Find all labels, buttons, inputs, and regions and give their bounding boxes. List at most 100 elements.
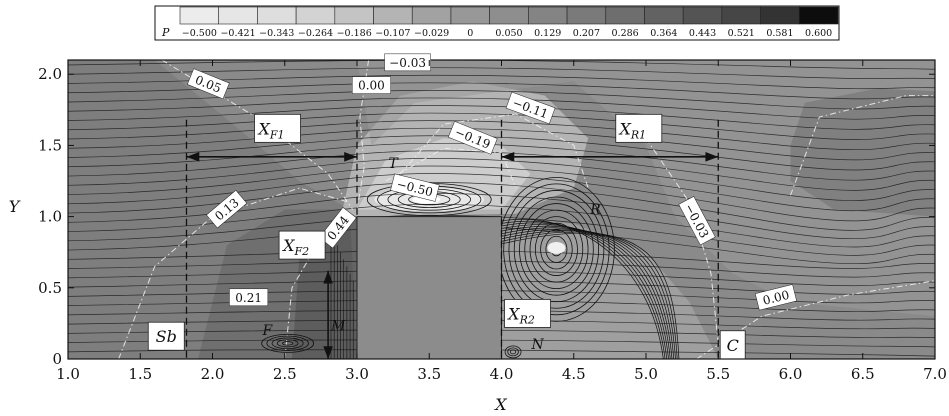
colorbar-swatch [760, 6, 800, 25]
vortex-R [513, 196, 599, 303]
field-region [357, 60, 935, 317]
contour-label: −0.11 [505, 91, 556, 125]
contour-label-text: 0.00 [761, 288, 790, 308]
colorbar-tick-label: −0.500 [182, 28, 217, 39]
x-tick-label: 3.0 [345, 365, 369, 383]
y-axis-ticks: 0 0.5 1.0 1.5 2.0 [38, 65, 935, 368]
colorbar-tick-label: −0.343 [259, 28, 294, 39]
arrow-head [705, 152, 719, 162]
colorbar-swatch [373, 6, 413, 25]
arrow-head [186, 152, 200, 162]
x-tick-label: 1.0 [56, 365, 80, 383]
contour-label-box [447, 121, 498, 155]
x-tick-label: 7.0 [923, 365, 947, 383]
vortex-R [534, 222, 578, 276]
region-label-box [504, 299, 551, 328]
contour-label-box [206, 189, 248, 229]
colorbar-tick-label: −0.421 [220, 28, 255, 39]
vortex-R [529, 216, 584, 283]
colorbar-tick-label: 0 [467, 28, 473, 39]
colorbar-title: P [161, 26, 170, 39]
colorbar-swatch [644, 6, 684, 25]
contour-label-box [187, 68, 230, 100]
arrow-head [323, 346, 333, 359]
vortex-F [276, 339, 299, 348]
colorbar-tick-label: 0.581 [766, 28, 793, 39]
y-axis-title: Y [9, 197, 21, 216]
annotations: 0.05 0.00−0.03−0.11−0.19−0.500.130.440.21… [147, 53, 797, 360]
contour-line [385, 147, 517, 189]
dashed-reference-lines [185, 119, 719, 359]
contour-label: −0.03 [384, 53, 431, 72]
point-label: M [330, 319, 346, 335]
streamline [68, 349, 935, 357]
colorbar-swatch [218, 6, 258, 25]
streamline [68, 182, 935, 231]
y-tick-label: 1.0 [38, 208, 62, 226]
vortex-F [266, 335, 309, 351]
contour-label: 0.05 [187, 68, 230, 100]
streamline [68, 214, 935, 256]
streamline [501, 227, 673, 359]
colorbar-tick-label: 0.521 [728, 28, 755, 39]
contour-label-text: 0.00 [358, 79, 385, 93]
region-label-box [254, 113, 301, 143]
streamline [68, 60, 935, 70]
streamline [68, 82, 935, 100]
contour-line [790, 95, 935, 196]
region-label-box [278, 230, 326, 260]
contour-label: −0.50 [390, 173, 440, 202]
square-obstacle [356, 216, 502, 359]
region-label: Sb [156, 327, 177, 346]
x-tick-label: 5.5 [706, 365, 730, 383]
x-tick-label: 6.0 [779, 365, 803, 383]
point-label: R [589, 202, 601, 218]
vortex-R [503, 183, 610, 316]
streamline [501, 231, 678, 359]
streamline [68, 339, 935, 348]
colorbar-swatch [411, 6, 452, 25]
plot-area: 0.05 0.00−0.03−0.11−0.19−0.500.130.440.21… [9, 53, 947, 414]
y-tick-label: 2.0 [38, 65, 62, 83]
region-label: C [727, 336, 739, 355]
vortex-F [261, 333, 315, 353]
vortex-core [547, 241, 566, 254]
colorbar-tick-label: 0.129 [534, 28, 561, 39]
x-tick-label: 1.5 [128, 365, 152, 383]
contour-label-box [678, 196, 716, 246]
vortex-R [524, 209, 589, 290]
contour-label-box [384, 53, 431, 72]
colorbar-tick-label: 0.286 [612, 28, 639, 39]
colorbar-swatch [179, 6, 220, 25]
contour-label-box [505, 91, 556, 125]
contour-label: 0.00 [352, 76, 391, 94]
streamline [68, 192, 935, 240]
arrow-head [323, 270, 333, 284]
colorbar-tick-label: 0.050 [495, 28, 522, 39]
streamline [68, 329, 935, 338]
y-tick-label: 1.5 [38, 136, 62, 154]
colorbar-tick-label: 0.364 [650, 28, 677, 39]
streamline [501, 225, 671, 359]
contour-label-text: 0.21 [235, 291, 262, 305]
streamline [68, 165, 935, 212]
streamline [68, 269, 935, 287]
vortex-N [507, 347, 519, 357]
colorbar-tick-label: −0.029 [414, 28, 449, 39]
contour-line [696, 280, 935, 359]
x-tick-label: 4.5 [562, 365, 586, 383]
x-tick-label: 3.5 [417, 365, 441, 383]
colorbar-tick-label: 0.207 [573, 28, 600, 39]
x-axis-ticks: 1.0 1.5 2.0 2.5 3.0 3.5 4.0 4.5 5.0 5.5 6.0 6.5 7.0 [56, 60, 947, 383]
contour-line [399, 113, 589, 189]
streamline [68, 74, 935, 90]
y-tick-label: 0 [52, 350, 62, 368]
colorbar-swatch [528, 6, 568, 25]
vortex-F [271, 337, 304, 350]
streamline [68, 225, 935, 265]
colorbar-swatch [334, 6, 374, 25]
x-tick-label: 6.5 [851, 365, 875, 383]
streamline [68, 67, 935, 79]
contour-label-box [229, 288, 269, 307]
colorbar-swatch [450, 6, 490, 25]
